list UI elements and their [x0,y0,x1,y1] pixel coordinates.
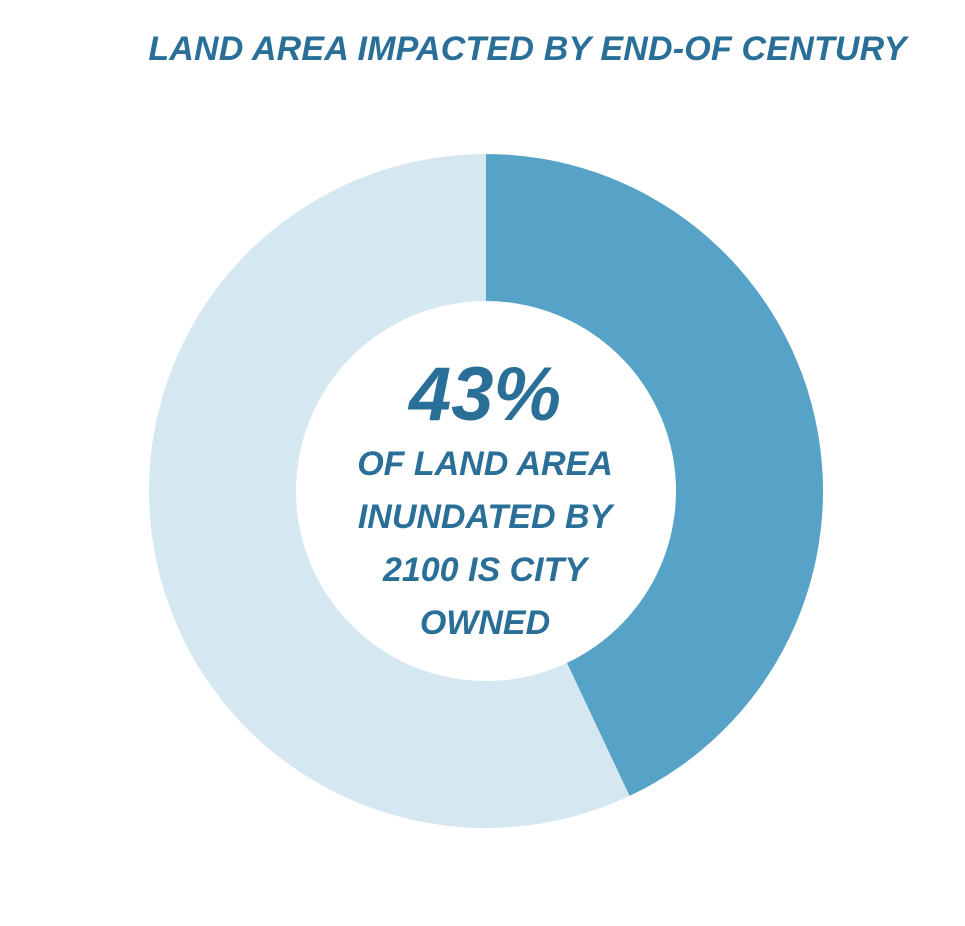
center-label: 43% OF LAND AREA INUNDATED BY 2100 IS CI… [335,352,635,650]
chart-title: LAND AREA IMPACTED BY END-OF CENTURY [148,30,907,68]
center-caption-line-1: OF LAND AREA [357,445,613,483]
donut-slice-2 [148,154,630,829]
donut-slice-1 [486,154,823,796]
center-caption-line-4: OWNED [419,604,551,642]
center-percentage: 43% [408,352,562,437]
center-caption-line-2: INUNDATED BY [357,498,613,536]
center-caption-line-3: 2100 IS CITY [382,551,588,589]
